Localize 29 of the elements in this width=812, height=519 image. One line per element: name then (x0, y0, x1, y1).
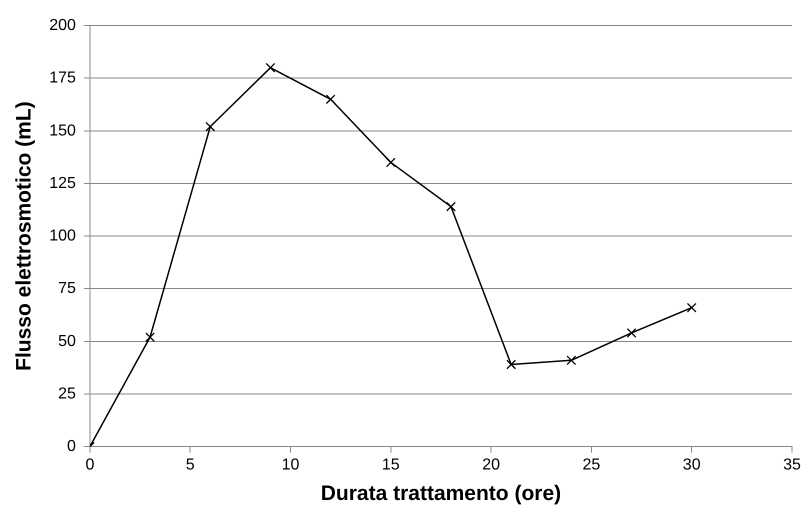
y-tick-label: 150 (49, 122, 76, 140)
x-tick-label: 5 (186, 456, 195, 474)
x-tick-label: 15 (382, 456, 400, 474)
point (446, 202, 456, 212)
point (326, 94, 336, 104)
point (266, 62, 276, 73)
point (386, 158, 396, 168)
x-tick-label: 10 (282, 456, 300, 474)
point (506, 360, 516, 370)
x-tick-label: 25 (582, 456, 600, 474)
x-tick-label: 20 (482, 456, 500, 474)
x-axis-title: Durata trattamento (ore) (320, 482, 562, 506)
point (686, 302, 697, 313)
point (205, 122, 216, 132)
point (145, 332, 155, 342)
y-tick-label: 75 (58, 280, 76, 298)
y-tick-label: 175 (49, 70, 76, 87)
y-tick-label: 200 (49, 17, 76, 34)
point (626, 328, 636, 338)
point (566, 355, 576, 366)
y-tick-label: 100 (49, 228, 76, 245)
y-tick-label: 125 (49, 174, 76, 192)
y-tick-label: 25 (58, 385, 76, 402)
x-tick-label: 35 (783, 456, 801, 474)
y-tick-label: 0 (66, 438, 76, 456)
y-tick-label: 50 (58, 332, 76, 350)
y-axis-title: Flusso elettrosmotico (mL) (12, 101, 36, 371)
x-tick-label: 30 (682, 456, 701, 474)
x-tick-label: 0 (85, 456, 94, 474)
